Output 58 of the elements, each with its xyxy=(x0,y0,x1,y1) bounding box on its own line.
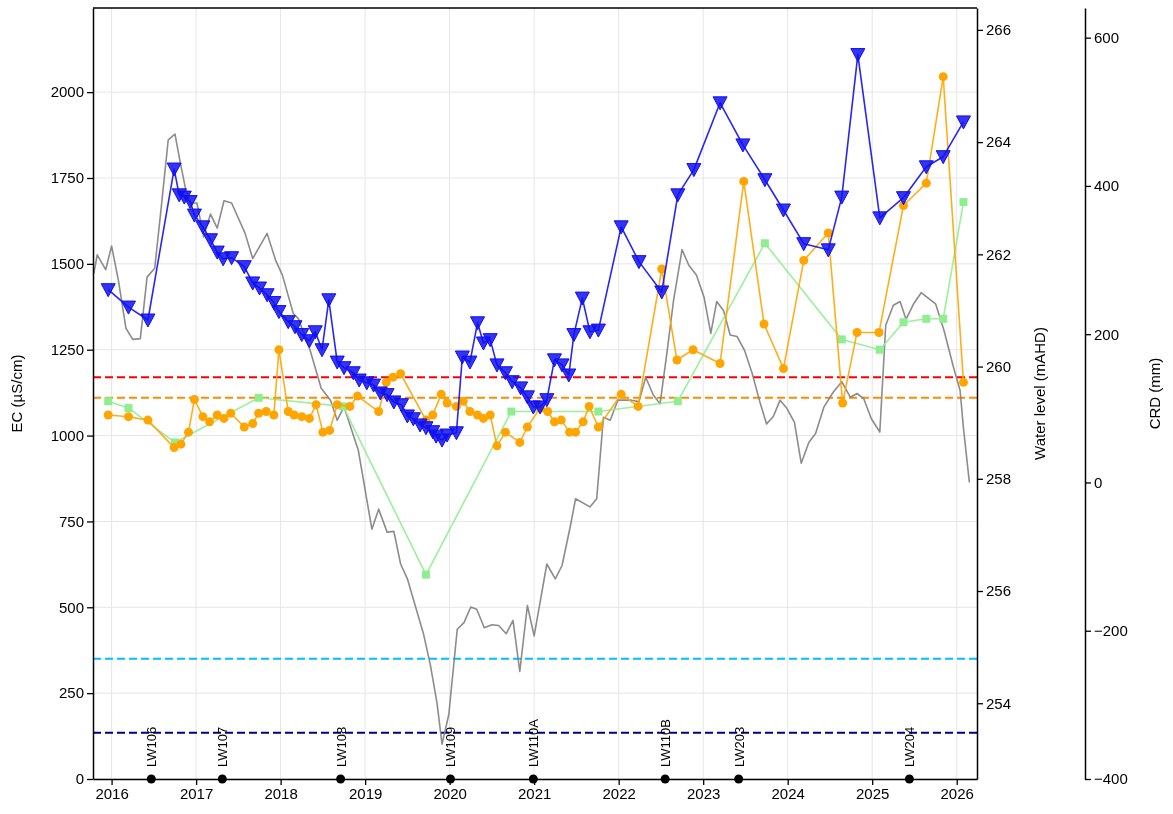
x-tick-label: 2021 xyxy=(517,784,552,802)
y-tick-label: 1000 xyxy=(50,426,84,444)
y2-tick-label: 266 xyxy=(986,21,1012,39)
x-tick-label: 2020 xyxy=(433,784,467,802)
point xyxy=(594,407,603,416)
annotation: LW109 xyxy=(443,726,459,767)
point xyxy=(673,397,682,406)
y-tick-label: 500 xyxy=(58,598,84,616)
x-tick-label: 2023 xyxy=(686,784,721,802)
point xyxy=(507,407,516,416)
x-tick-label: 2019 xyxy=(348,784,383,802)
annotation: LW203 xyxy=(731,726,747,767)
y-tick-label: 1750 xyxy=(50,169,84,187)
y3-tick-label: 200 xyxy=(1094,325,1120,343)
annotation: LW110B xyxy=(658,719,674,767)
y-tick-label: 0 xyxy=(75,770,84,788)
y3-axis-title: CRD (mm) xyxy=(1146,357,1163,430)
x-tick-label: 2016 xyxy=(95,784,129,802)
y3-tick-label: −400 xyxy=(1094,770,1128,788)
annotation: LW108 xyxy=(333,726,349,767)
y-axis-title: EC (µS/cm) xyxy=(8,354,25,433)
point xyxy=(421,570,430,579)
point xyxy=(104,397,113,406)
y2-tick-label: 264 xyxy=(986,133,1012,151)
y2-tick-label: 258 xyxy=(986,470,1012,488)
annotation: LW204 xyxy=(902,726,918,767)
point xyxy=(837,335,846,344)
y-tick-label: 1250 xyxy=(50,341,84,359)
point xyxy=(922,314,931,323)
point xyxy=(899,318,908,327)
annotation: LW106 xyxy=(144,726,160,767)
x-tick-label: 2024 xyxy=(771,784,805,802)
annotation: LW110A xyxy=(526,718,542,767)
y2-tick-label: 260 xyxy=(986,357,1012,375)
y-tick-label: 1500 xyxy=(50,255,84,273)
y2-tick-label: 262 xyxy=(986,245,1012,263)
x-tick-label: 2022 xyxy=(602,784,636,802)
annotation: LW107 xyxy=(215,726,231,767)
y3-tick-label: 400 xyxy=(1094,177,1120,195)
y-tick-label: 250 xyxy=(58,684,84,702)
point xyxy=(254,393,263,402)
x-tick-label: 2026 xyxy=(940,784,974,802)
point xyxy=(875,345,884,354)
y-tick-label: 750 xyxy=(58,512,84,530)
point xyxy=(939,314,948,323)
x-tick-label: 2018 xyxy=(264,784,298,802)
y-tick-label: 2000 xyxy=(50,83,84,101)
x-tick-label: 2017 xyxy=(179,784,214,802)
point xyxy=(959,198,968,207)
y2-tick-label: 254 xyxy=(986,694,1012,712)
point xyxy=(124,404,133,413)
y3-tick-label: 0 xyxy=(1094,473,1103,491)
point xyxy=(760,239,769,248)
y3-tick-label: 600 xyxy=(1094,28,1120,46)
y3-tick-label: −200 xyxy=(1094,622,1128,640)
x-tick-label: 2025 xyxy=(856,784,890,802)
y2-axis-title: Water level (mAHD) xyxy=(1031,327,1048,460)
y2-tick-label: 256 xyxy=(986,582,1012,600)
